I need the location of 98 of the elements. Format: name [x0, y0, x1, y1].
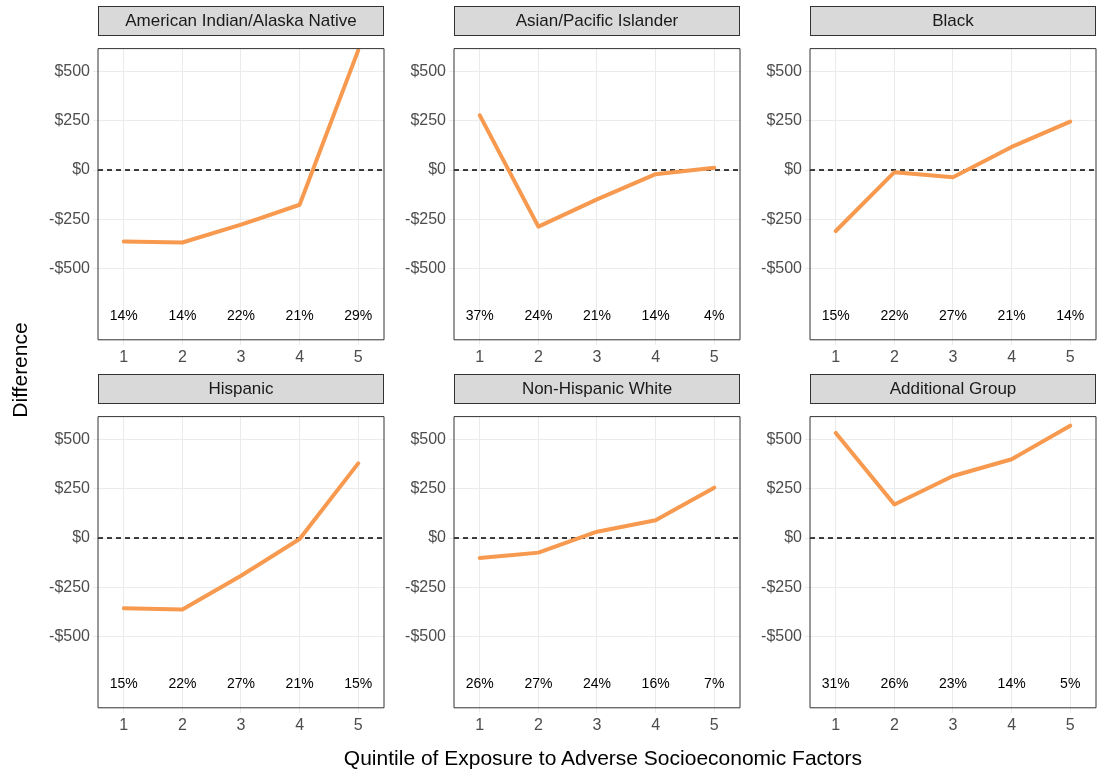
annotation: 26% — [880, 674, 909, 691]
annotation: 22% — [226, 306, 256, 323]
annotation: 27% — [226, 674, 256, 691]
annotation: 14% — [168, 306, 197, 323]
x-tick-label: 1 — [475, 347, 485, 365]
x-tick-label: 4 — [1007, 715, 1017, 733]
annotation: 21% — [285, 674, 314, 691]
x-tick-label: 1 — [831, 347, 841, 365]
x-tick-label: 4 — [295, 347, 305, 365]
x-tick-label: 1 — [475, 715, 485, 733]
annotation: 15% — [344, 674, 373, 691]
y-tick-label: $0 — [784, 528, 803, 546]
annotation: 23% — [938, 674, 968, 691]
x-tick-label: 3 — [236, 715, 246, 733]
annotation: 7% — [704, 674, 725, 691]
annotation: 27% — [938, 306, 968, 323]
y-tick-label: $500 — [410, 61, 447, 79]
x-tick-label: 2 — [177, 715, 187, 733]
annotation: 31% — [821, 674, 850, 691]
y-tick-label: $500 — [54, 429, 91, 447]
y-tick-label: $250 — [410, 479, 447, 497]
y-tick-label: -$250 — [405, 577, 447, 595]
annotation: 4% — [704, 306, 725, 323]
chart-title: Asian/Pacific Islander — [454, 6, 740, 36]
annotation: 21% — [285, 306, 314, 323]
y-tick-label: -$250 — [761, 209, 803, 227]
annotation: 16% — [641, 674, 670, 691]
x-tick-label: 3 — [592, 715, 602, 733]
y-tick-label: -$250 — [49, 577, 91, 595]
chart-title: American Indian/Alaska Native — [98, 6, 384, 36]
x-tick-label: 4 — [651, 715, 661, 733]
annotation: 14% — [109, 306, 138, 323]
annotation: 22% — [168, 674, 197, 691]
y-tick-label: -$500 — [405, 259, 447, 277]
y-tick-label: -$500 — [405, 627, 447, 645]
chart-title: Non-Hispanic White — [454, 374, 740, 404]
x-tick-label: 2 — [533, 715, 543, 733]
x-tick-label: 2 — [889, 715, 899, 733]
annotation: 21% — [582, 306, 612, 323]
annotation: 15% — [109, 674, 138, 691]
annotation: 27% — [524, 674, 553, 691]
y-tick-label: $500 — [54, 61, 91, 79]
x-tick-label: 3 — [592, 347, 602, 365]
y-tick-label: $250 — [54, 479, 91, 497]
x-tick-label: 4 — [651, 347, 661, 365]
y-axis-title: Difference — [8, 322, 32, 418]
x-axis-title: Quintile of Exposure to Adverse Socioeconomic Factors — [342, 746, 864, 770]
x-tick-label: 4 — [1007, 347, 1017, 365]
annotation: 14% — [997, 674, 1026, 691]
x-tick-label: 1 — [831, 715, 841, 733]
y-tick-label: $250 — [766, 111, 803, 129]
x-tick-label: 5 — [353, 347, 363, 365]
x-tick-label: 3 — [948, 347, 958, 365]
x-tick-label: 3 — [948, 715, 958, 733]
y-tick-label: $250 — [410, 111, 447, 129]
x-tick-label: 1 — [119, 347, 129, 365]
y-tick-label: $0 — [428, 528, 447, 546]
annotation: 5% — [1060, 674, 1081, 691]
annotation: 15% — [821, 306, 850, 323]
y-tick-label: -$250 — [761, 577, 803, 595]
x-tick-label: 3 — [236, 347, 246, 365]
y-tick-label: $250 — [766, 479, 803, 497]
annotation: 24% — [524, 306, 553, 323]
annotation: 37% — [465, 306, 494, 323]
y-tick-label: -$250 — [405, 209, 447, 227]
annotation: 14% — [1056, 306, 1085, 323]
annotation: 26% — [465, 674, 494, 691]
y-tick-label: -$500 — [761, 259, 803, 277]
annotation: 14% — [641, 306, 670, 323]
y-tick-label: $500 — [410, 429, 447, 447]
annotation: 29% — [344, 306, 373, 323]
annotation: 22% — [880, 306, 909, 323]
y-tick-label: -$500 — [761, 627, 803, 645]
x-tick-label: 5 — [353, 715, 363, 733]
x-tick-label: 5 — [709, 715, 719, 733]
x-tick-label: 5 — [709, 347, 719, 365]
y-tick-label: $0 — [428, 160, 447, 178]
y-tick-label: $250 — [54, 111, 91, 129]
x-tick-label: 1 — [119, 715, 129, 733]
annotation: 21% — [997, 306, 1026, 323]
annotation: 24% — [582, 674, 612, 691]
chart-title: Black — [810, 6, 1096, 36]
x-tick-label: 4 — [295, 715, 305, 733]
x-tick-label: 5 — [1065, 347, 1075, 365]
chart-title: Hispanic — [98, 374, 384, 404]
chart-title: Additional Group — [810, 374, 1096, 404]
y-tick-label: $0 — [72, 528, 91, 546]
y-tick-label: $0 — [72, 160, 91, 178]
y-tick-label: -$500 — [49, 259, 91, 277]
y-tick-label: $500 — [766, 61, 803, 79]
x-tick-label: 2 — [177, 347, 187, 365]
x-tick-label: 2 — [533, 347, 543, 365]
y-tick-label: $0 — [784, 160, 803, 178]
x-tick-label: 5 — [1065, 715, 1075, 733]
y-tick-label: -$250 — [49, 209, 91, 227]
y-tick-label: -$500 — [49, 627, 91, 645]
y-tick-label: $500 — [766, 429, 803, 447]
x-tick-label: 2 — [889, 347, 899, 365]
